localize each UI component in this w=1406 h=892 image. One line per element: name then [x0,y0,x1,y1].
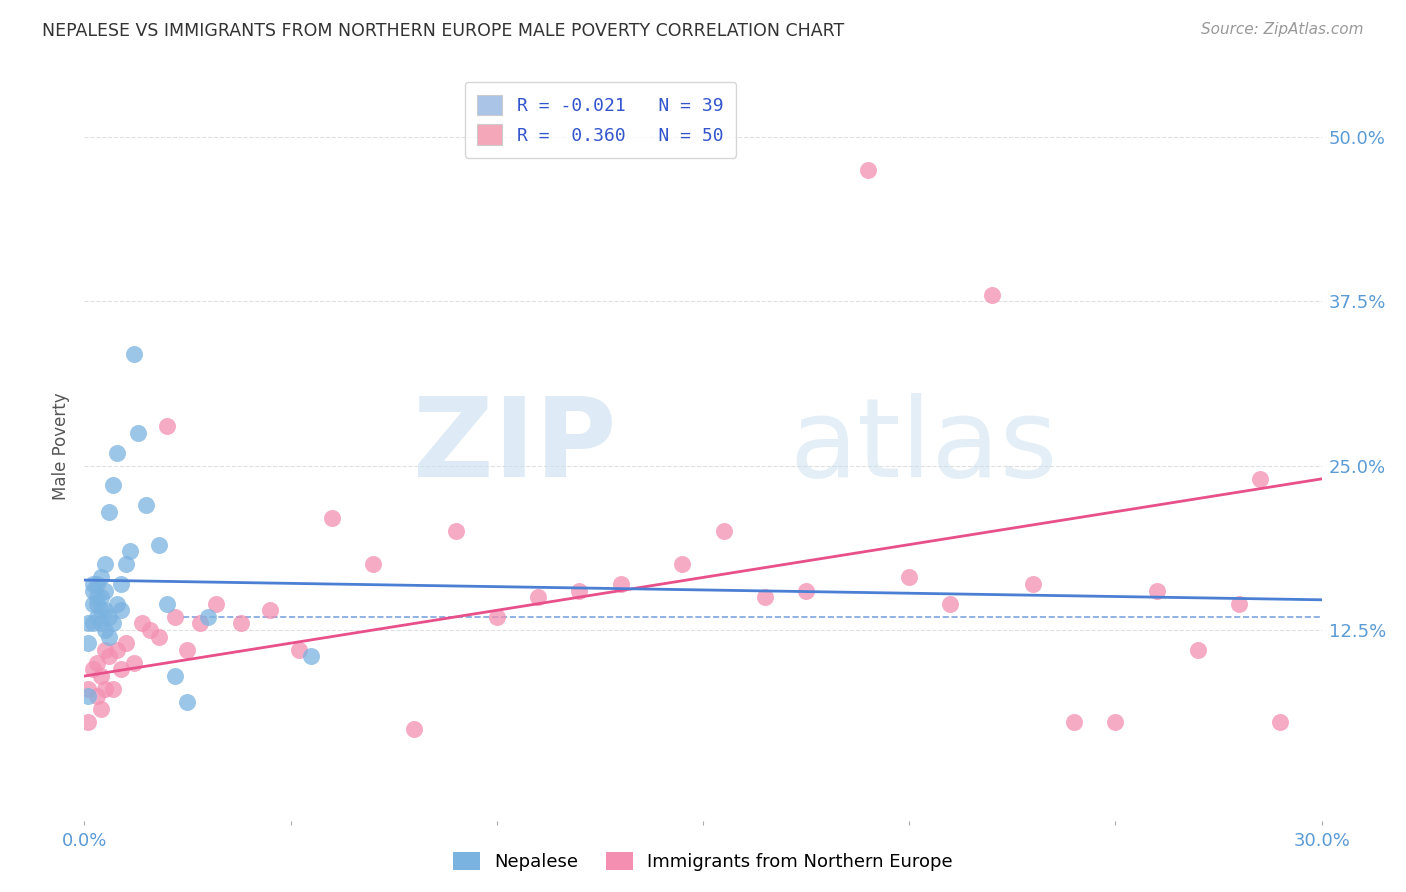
Point [321,511,343,525]
Point [98,630,121,644]
Point [568,583,591,598]
Point [82,663,104,677]
Point [110,603,132,617]
Point [1063,714,1085,729]
Point [713,524,735,539]
Point [176,642,198,657]
Point [205,597,228,611]
Point [609,577,631,591]
Point [90,570,112,584]
Point [94,603,117,617]
Point [77,714,100,729]
Point [165,669,187,683]
Point [90,616,112,631]
Point [404,722,426,736]
Point [86,689,108,703]
Point [1104,714,1126,729]
Point [82,616,104,631]
Point [1227,597,1250,611]
Y-axis label: Male Poverty: Male Poverty [52,392,70,500]
Point [485,610,508,624]
Point [90,702,112,716]
Point [94,642,117,657]
Point [82,583,104,598]
Point [77,689,100,703]
Legend: R = -0.021   N = 39, R =  0.360   N = 50: R = -0.021 N = 39, R = 0.360 N = 50 [464,82,737,158]
Point [77,682,100,697]
Point [98,649,121,664]
Point [527,590,550,604]
Point [94,583,117,598]
Point [361,558,384,572]
Point [105,445,128,459]
Point [176,695,198,709]
Point [856,163,879,178]
Point [77,636,100,650]
Point [188,616,211,631]
Point [980,288,1002,302]
Point [1249,472,1271,486]
Point [98,610,121,624]
Point [1187,642,1209,657]
Point [90,603,112,617]
Point [82,597,104,611]
Point [794,583,817,598]
Point [229,616,252,631]
Point [288,642,311,657]
Point [98,505,121,519]
Point [86,597,108,611]
Point [122,656,145,670]
Point [135,498,157,512]
Point [148,538,170,552]
Point [105,597,128,611]
Point [1022,577,1045,591]
Point [754,590,776,604]
Text: Source: ZipAtlas.com: Source: ZipAtlas.com [1201,22,1364,37]
Point [197,610,219,624]
Point [148,630,170,644]
Point [165,610,187,624]
Point [131,616,153,631]
Point [77,616,100,631]
Point [898,570,921,584]
Point [1270,714,1292,729]
Point [444,524,467,539]
Point [110,663,132,677]
Point [671,558,693,572]
Point [110,577,132,591]
Point [156,597,179,611]
Point [156,419,179,434]
Point [127,425,149,440]
Point [103,682,125,697]
Point [94,623,117,637]
Text: ZIP: ZIP [413,392,616,500]
Point [259,603,281,617]
Point [103,616,125,631]
Point [1146,583,1168,598]
Point [103,478,125,492]
Point [105,642,128,657]
Point [90,590,112,604]
Point [94,558,117,572]
Point [86,590,108,604]
Legend: Nepalese, Immigrants from Northern Europe: Nepalese, Immigrants from Northern Europ… [446,845,960,879]
Point [139,623,162,637]
Point [82,577,104,591]
Point [86,656,108,670]
Point [86,610,108,624]
Point [90,669,112,683]
Point [939,597,962,611]
Point [299,649,322,664]
Point [114,636,136,650]
Point [118,544,141,558]
Point [94,682,117,697]
Point [114,558,136,572]
Point [122,347,145,361]
Text: NEPALESE VS IMMIGRANTS FROM NORTHERN EUROPE MALE POVERTY CORRELATION CHART: NEPALESE VS IMMIGRANTS FROM NORTHERN EUR… [42,22,845,40]
Point [86,577,108,591]
Text: atlas: atlas [790,392,1059,500]
